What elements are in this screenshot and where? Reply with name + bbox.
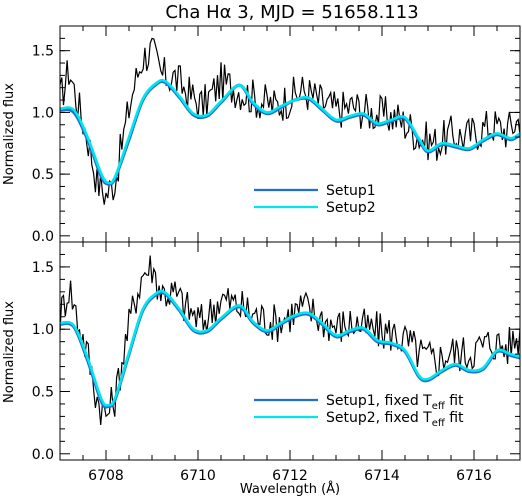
x-axis-label: Wavelength (Å) (240, 481, 340, 497)
legend-label: Setup2, fixed Teff fit (326, 410, 464, 429)
y-axis-label-bottom: Normalized flux (2, 301, 17, 403)
x-tick-label: 6708 (88, 468, 124, 484)
y-tick-label: 1.0 (32, 105, 54, 121)
y-tick-label: 0.0 (32, 447, 54, 463)
series-setup2-line (60, 289, 520, 407)
series-observed-line (60, 37, 520, 205)
y-tick-label: 1.5 (32, 44, 54, 60)
y-tick-label: 0.5 (32, 384, 54, 400)
series-setup1-line (60, 79, 520, 186)
y-tick-label: 0.0 (32, 229, 54, 245)
x-tick-label: 6716 (456, 468, 492, 484)
panel-2: 0.0 0.5 1.0 1.5 6708 6710 6712 6714 6716 Setup1, … (32, 241, 521, 484)
legend-label: Setup1, fixed Teff fit (326, 393, 464, 412)
y-axis-label-top: Normalized flux (2, 83, 17, 185)
legend-label: Setup1 (326, 183, 376, 199)
x-tick-label: 6712 (272, 468, 308, 484)
y-tick-label: 1.5 (32, 260, 54, 276)
x-tick-label: 6710 (180, 468, 216, 484)
series-observed-line (60, 255, 520, 426)
legend-label: Setup2 (326, 200, 376, 216)
x-tick-label: 6714 (364, 468, 400, 484)
y-tick-label: 0.5 (32, 167, 54, 183)
y-tick-label: 1.0 (32, 322, 54, 338)
series-setup2-line (60, 78, 520, 185)
plot-area (60, 255, 520, 426)
plot-area (60, 37, 520, 205)
chart-title: Cha Hα 3, MJD = 51658.113 (165, 2, 418, 23)
